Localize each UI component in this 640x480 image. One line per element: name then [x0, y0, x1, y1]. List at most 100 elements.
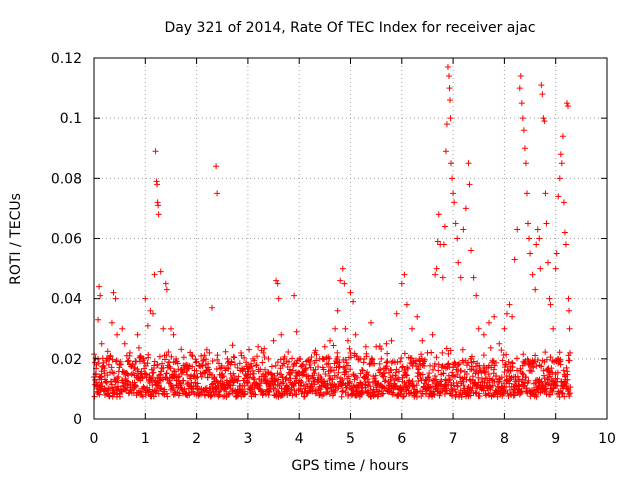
data-point: [429, 331, 436, 338]
data-point: [162, 280, 169, 287]
data-point-band: [250, 370, 257, 377]
data-point-band: [556, 349, 563, 356]
data-point: [398, 280, 405, 287]
data-point: [173, 355, 180, 362]
data-point-band: [326, 355, 333, 362]
data-point: [126, 349, 133, 356]
data-point-band: [268, 363, 275, 370]
data-point-band: [403, 372, 410, 379]
data-point-band: [325, 360, 332, 367]
data-point-band: [118, 388, 125, 395]
data-point-band: [419, 371, 426, 378]
data-point-band: [445, 360, 452, 367]
data-point: [108, 319, 115, 326]
data-point: [203, 346, 210, 353]
data-point: [444, 64, 451, 71]
data-point-band: [372, 372, 379, 379]
data-point-band: [315, 363, 322, 370]
data-point-band: [434, 385, 441, 392]
data-point-band: [469, 373, 476, 380]
x-tick-label: 0: [90, 431, 99, 447]
data-point-band: [195, 392, 202, 399]
data-point-band: [342, 356, 349, 363]
data-point: [556, 175, 563, 182]
data-point: [517, 73, 524, 80]
data-point-band: [514, 373, 521, 380]
data-point: [542, 190, 549, 197]
data-point-band: [418, 377, 425, 384]
data-point-band: [365, 372, 372, 379]
data-point: [449, 175, 456, 182]
data-point: [137, 352, 144, 359]
data-point: [129, 379, 136, 386]
data-point-band: [104, 372, 111, 379]
data-point: [536, 235, 543, 242]
data-point-band: [451, 359, 458, 366]
data-point: [440, 241, 447, 248]
data-point: [465, 160, 472, 167]
y-tick-label: 0.02: [51, 352, 82, 368]
data-point: [562, 241, 569, 248]
data-point-band: [189, 353, 196, 360]
data-point-band: [532, 352, 539, 359]
data-point: [311, 349, 318, 356]
data-point: [447, 97, 454, 104]
data-point-band: [377, 366, 384, 373]
x-tick-label: 7: [449, 431, 458, 447]
data-point: [208, 304, 215, 311]
x-tick-label: 2: [192, 431, 201, 447]
data-point-band: [435, 367, 442, 374]
data-point-band: [447, 347, 454, 354]
y-tick-label: 0.12: [51, 51, 82, 67]
data-point: [460, 226, 467, 233]
data-point-band: [433, 376, 440, 383]
data-point: [491, 313, 498, 320]
data-point-band: [323, 390, 330, 397]
data-point-band: [338, 393, 345, 400]
data-point: [234, 364, 241, 371]
data-point-band: [108, 364, 115, 371]
data-point: [291, 292, 298, 299]
data-point: [280, 355, 287, 362]
data-point-band: [340, 387, 347, 394]
data-point: [153, 178, 160, 185]
data-point-band: [454, 382, 461, 389]
data-point-band: [566, 357, 573, 364]
data-point-band: [174, 374, 181, 381]
data-point: [239, 382, 246, 389]
data-point-band: [163, 352, 170, 359]
data-point-band: [180, 354, 187, 361]
data-point-band: [266, 387, 273, 394]
data-point-band: [161, 356, 168, 363]
data-point: [101, 367, 108, 374]
data-point-band: [438, 377, 445, 384]
data-point-band: [318, 382, 325, 389]
data-point: [566, 325, 573, 332]
data-point-band: [545, 391, 552, 398]
x-tick-label: 9: [551, 431, 560, 447]
data-point-band: [136, 374, 143, 381]
data-point-band: [322, 370, 329, 377]
x-tick-label: 3: [243, 431, 252, 447]
data-point-band: [421, 363, 428, 370]
data-point-band: [329, 376, 336, 383]
data-point-band: [480, 387, 487, 394]
axis-ticks: [93, 57, 608, 420]
data-point-band: [443, 385, 450, 392]
data-point: [293, 328, 300, 335]
data-point-band: [380, 390, 387, 397]
data-point-band: [163, 370, 170, 377]
data-point-band: [346, 380, 353, 387]
data-point-band: [378, 346, 385, 353]
data-point: [547, 301, 554, 308]
data-point: [563, 100, 570, 107]
data-point-band: [306, 377, 313, 384]
data-point-band: [235, 373, 242, 380]
data-point-band: [246, 346, 253, 353]
data-point-band: [426, 370, 433, 377]
data-point: [541, 118, 548, 125]
data-point: [278, 331, 285, 338]
data-point: [468, 247, 475, 254]
data-point: [565, 103, 572, 110]
data-point-band: [159, 360, 166, 367]
